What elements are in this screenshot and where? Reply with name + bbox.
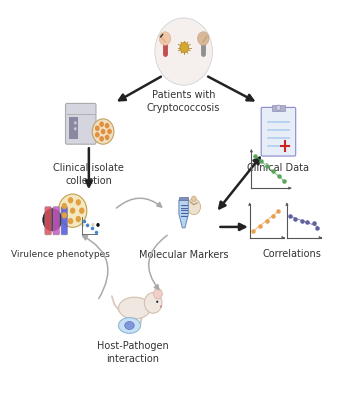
- Circle shape: [96, 223, 100, 227]
- Circle shape: [81, 223, 84, 227]
- FancyBboxPatch shape: [261, 107, 296, 156]
- Circle shape: [107, 129, 112, 134]
- Point: [270, 168, 275, 174]
- Circle shape: [76, 216, 81, 222]
- Text: Patients with
Cryptococcosis: Patients with Cryptococcosis: [147, 90, 220, 113]
- Circle shape: [180, 42, 189, 53]
- Circle shape: [68, 218, 73, 224]
- Circle shape: [95, 126, 100, 131]
- Circle shape: [197, 32, 209, 45]
- Point: [282, 178, 287, 184]
- FancyArrowPatch shape: [116, 198, 162, 208]
- FancyArrowPatch shape: [83, 236, 108, 298]
- Circle shape: [86, 223, 89, 227]
- Bar: [272, 105, 284, 111]
- Circle shape: [91, 223, 95, 227]
- Circle shape: [101, 129, 105, 134]
- Polygon shape: [179, 200, 189, 228]
- Circle shape: [105, 123, 109, 128]
- Ellipse shape: [119, 297, 151, 319]
- Bar: [69, 117, 78, 139]
- Text: Host-Pathogen
interaction: Host-Pathogen interaction: [97, 341, 169, 364]
- Point: [264, 218, 269, 224]
- Bar: [179, 197, 189, 200]
- Point: [258, 158, 264, 164]
- Text: Clinical isolate
collection: Clinical isolate collection: [53, 163, 124, 186]
- Circle shape: [76, 199, 81, 206]
- Circle shape: [160, 305, 162, 308]
- Circle shape: [144, 293, 162, 313]
- Point: [276, 173, 282, 179]
- Circle shape: [276, 105, 281, 110]
- Text: Virulence phenotypes: Virulence phenotypes: [11, 250, 110, 259]
- Point: [252, 153, 258, 159]
- Circle shape: [155, 18, 212, 85]
- FancyBboxPatch shape: [61, 207, 67, 235]
- Point: [250, 228, 256, 234]
- Text: Clinical Data: Clinical Data: [247, 163, 310, 173]
- Point: [293, 216, 298, 222]
- Circle shape: [99, 122, 104, 127]
- Point: [271, 212, 276, 219]
- Circle shape: [74, 127, 77, 130]
- Point: [304, 219, 310, 226]
- Point: [299, 218, 305, 224]
- Circle shape: [187, 199, 201, 215]
- Point: [275, 208, 281, 214]
- Circle shape: [153, 289, 162, 299]
- Circle shape: [191, 196, 196, 202]
- FancyArrowPatch shape: [149, 235, 167, 290]
- FancyBboxPatch shape: [66, 104, 96, 144]
- Circle shape: [99, 136, 104, 142]
- FancyBboxPatch shape: [45, 207, 51, 235]
- Circle shape: [58, 194, 87, 227]
- Circle shape: [43, 209, 62, 231]
- Point: [264, 163, 270, 170]
- Circle shape: [95, 132, 100, 138]
- Text: Correlations: Correlations: [263, 249, 321, 259]
- Point: [311, 220, 317, 227]
- Point: [315, 224, 320, 231]
- Ellipse shape: [125, 322, 134, 330]
- Circle shape: [159, 32, 171, 45]
- Point: [288, 212, 293, 219]
- Circle shape: [92, 119, 114, 144]
- Circle shape: [70, 208, 75, 214]
- Circle shape: [156, 300, 158, 303]
- Text: Molecular Markers: Molecular Markers: [139, 250, 228, 260]
- Circle shape: [62, 212, 67, 218]
- Circle shape: [62, 203, 67, 209]
- Circle shape: [79, 208, 84, 214]
- Point: [257, 223, 263, 229]
- Ellipse shape: [119, 318, 141, 333]
- Circle shape: [105, 135, 109, 140]
- Circle shape: [68, 197, 73, 204]
- Circle shape: [74, 121, 77, 124]
- FancyBboxPatch shape: [53, 207, 59, 235]
